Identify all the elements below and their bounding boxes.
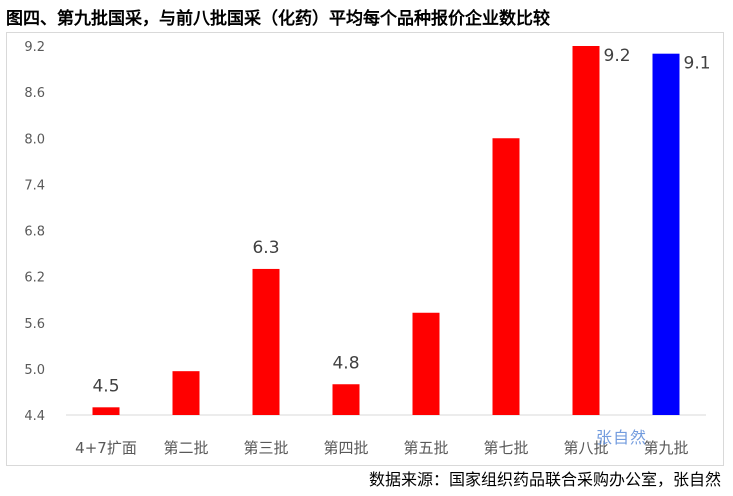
bar-7	[572, 46, 600, 415]
data-label: 6.3	[252, 238, 279, 258]
plot-frame	[6, 32, 724, 466]
x-tick-label: 第九批	[643, 439, 688, 457]
bar-6	[492, 138, 520, 415]
bar-3	[252, 268, 280, 415]
bar-5	[412, 312, 440, 415]
x-tick-label: 4+7扩面	[75, 439, 137, 457]
bar-1	[92, 407, 120, 415]
y-tick-label: 6.8	[24, 225, 45, 240]
data-label: 4.8	[332, 353, 359, 373]
y-tick-label: 8.6	[24, 86, 45, 101]
x-tick-label: 第五批	[403, 439, 448, 457]
source-note: 数据来源：国家组织药品联合采购办公室，张自然	[368, 470, 721, 489]
bar-chart: 4.4 5.0 5.6 6.2 6.8 7.4 8.0 8.6 9.2 4+7扩面 4.5 第二批 第三…	[24, 40, 711, 457]
data-label: 4.5	[92, 376, 119, 396]
x-tick-label: 第七批	[483, 439, 528, 457]
y-tick-label: 8.0	[24, 132, 45, 147]
x-tick-label: 第四批	[323, 439, 368, 457]
y-tick-label: 5.0	[24, 363, 45, 378]
watermark-text: 张自然	[596, 428, 648, 447]
data-label: 9.2	[604, 46, 631, 66]
y-tick-label: 9.2	[24, 40, 45, 55]
x-tick-label: 第二批	[163, 439, 208, 457]
x-tick-label: 第八批	[563, 439, 608, 457]
y-tick-label: 6.2	[24, 271, 45, 286]
bar-4	[332, 384, 360, 415]
y-tick-label: 5.6	[24, 317, 45, 332]
data-label: 9.1	[684, 54, 711, 74]
bar-8	[652, 53, 680, 415]
x-tick-label: 第三批	[243, 439, 288, 457]
chart-title: 图四、第九批国采，与前八批国采（化药）平均每个品种报价企业数比较	[6, 9, 550, 29]
y-tick-label: 7.4	[24, 178, 45, 193]
y-tick-label: 4.4	[24, 409, 45, 424]
bar-2	[172, 371, 200, 415]
